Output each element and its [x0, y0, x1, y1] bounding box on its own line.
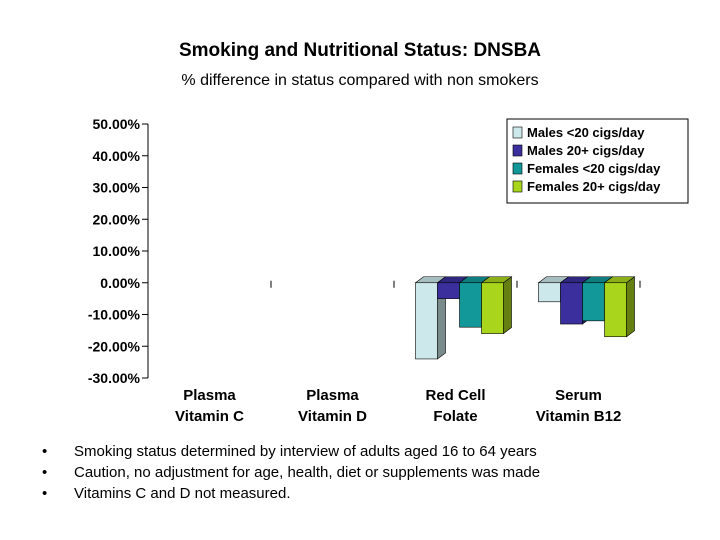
- legend-label: Females 20+ cigs/day: [527, 179, 661, 194]
- bar-front: [459, 282, 482, 328]
- chart-title: Smoking and Nutritional Status: DNSBA: [178, 40, 542, 61]
- bar-front: [582, 282, 605, 322]
- y-tick-label: -30.00%: [88, 370, 141, 386]
- y-tick-label: 10.00%: [93, 243, 141, 259]
- x-tick-label: Vitamin B12: [536, 408, 622, 425]
- x-tick-label: Plasma: [306, 387, 359, 404]
- note-item: • Caution, no adjustment for age, health,…: [42, 462, 540, 483]
- y-tick-label: 50.00%: [93, 116, 141, 132]
- legend-swatch: [512, 144, 523, 157]
- y-tick-label: 20.00%: [93, 211, 141, 227]
- bar-side: [626, 276, 635, 338]
- y-tick-label: -20.00%: [88, 338, 141, 354]
- legend-label: Males 20+ cigs/day: [527, 143, 645, 158]
- bullet-icon: •: [42, 443, 48, 460]
- legend-label: Females <20 cigs/day: [527, 161, 661, 176]
- bar-front: [604, 282, 627, 338]
- bar: [603, 276, 636, 338]
- x-tick-label: Plasma: [183, 387, 236, 404]
- legend-label: Males <20 cigs/day: [527, 125, 645, 140]
- bar-side: [503, 276, 512, 335]
- bar-front: [415, 282, 438, 360]
- bar: [480, 276, 513, 335]
- x-tick-label: Serum: [555, 387, 602, 404]
- x-tick-label: Vitamin C: [175, 408, 244, 425]
- note-item: • Vitamins C and D not measured.: [42, 483, 540, 504]
- legend-box: [506, 118, 689, 204]
- y-tick-label: 0.00%: [100, 275, 140, 291]
- bar-front: [437, 282, 460, 299]
- chart-subtitle: % difference in status compared with non…: [181, 72, 539, 89]
- bar-front: [538, 282, 561, 303]
- x-tick-label: Folate: [433, 408, 477, 425]
- bullet-icon: •: [42, 464, 48, 481]
- x-tick-label: Red Cell: [425, 387, 485, 404]
- legend-swatch: [512, 162, 523, 175]
- note-text: Caution, no adjustment for age, health, …: [74, 464, 541, 481]
- note-text: Vitamins C and D not measured.: [74, 485, 291, 502]
- bar-front: [560, 282, 583, 325]
- bullet-icon: •: [42, 485, 48, 502]
- notes-list: • Smoking status determined by interview …: [42, 441, 540, 504]
- note-item: • Smoking status determined by interview …: [42, 441, 540, 462]
- y-tick-label: -10.00%: [88, 307, 141, 323]
- x-tick-label: Vitamin D: [298, 408, 367, 425]
- legend-swatch: [512, 126, 523, 139]
- y-tick-label: 30.00%: [93, 180, 141, 196]
- bar-front: [481, 282, 504, 334]
- legend-swatch: [512, 180, 523, 193]
- note-text: Smoking status determined by interview o…: [74, 443, 537, 460]
- y-tick-label: 40.00%: [93, 148, 141, 164]
